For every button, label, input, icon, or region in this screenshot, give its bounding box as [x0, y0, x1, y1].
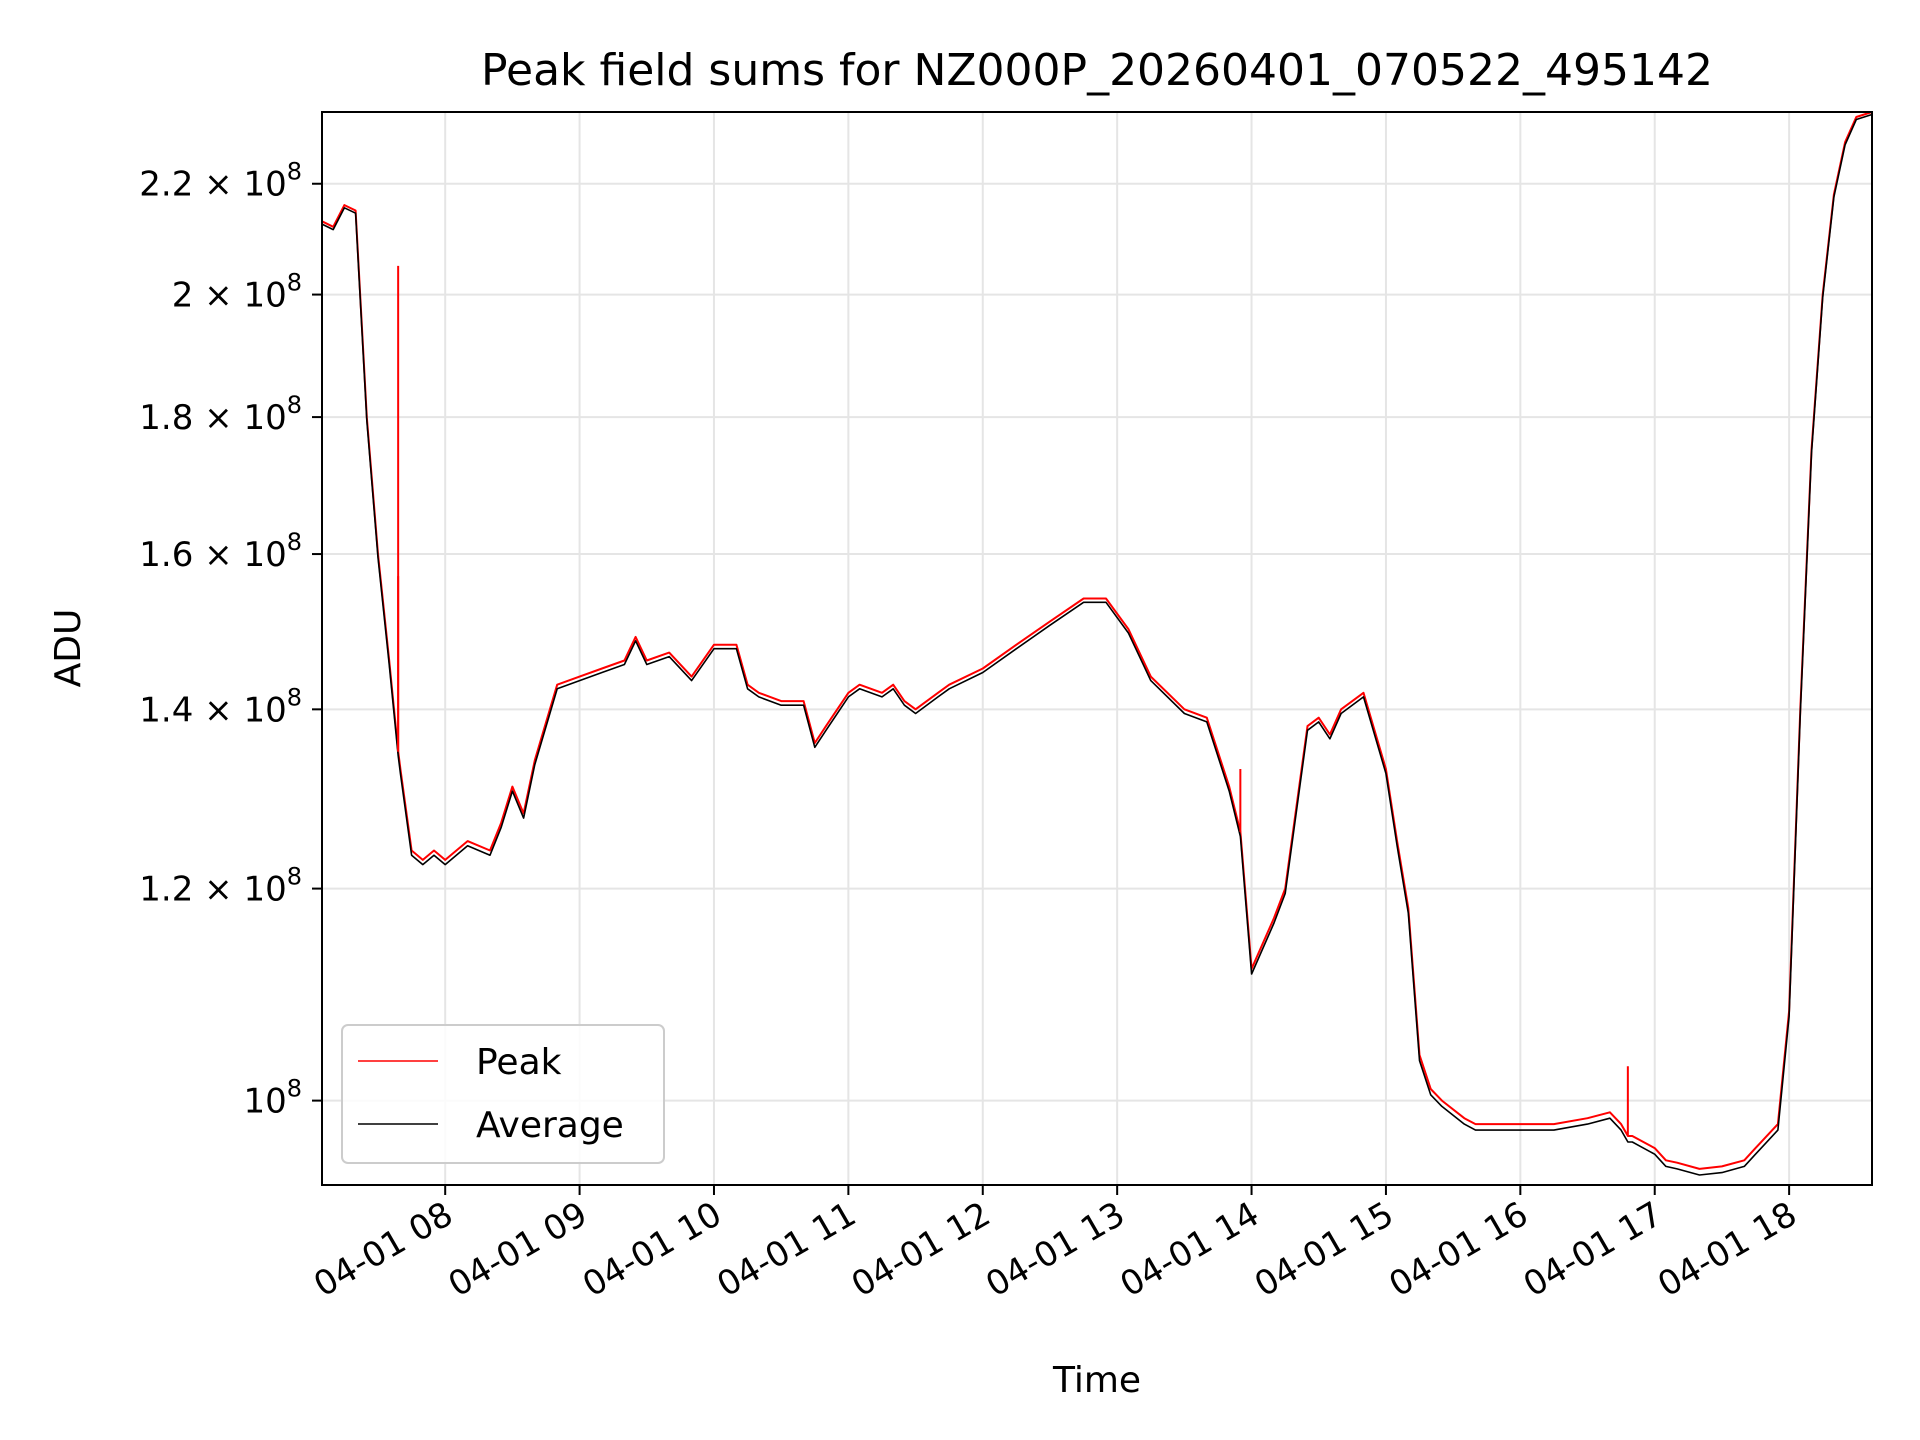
legend-label-peak: Peak [476, 1042, 562, 1083]
x-tick-label: 04-01 14 [1114, 1194, 1266, 1305]
series-line-peak [321, 111, 1873, 1170]
y-tick-label: 2.2 × 108 [139, 158, 302, 205]
y-axis-label: ADU [48, 609, 89, 688]
y-tick-label: 2 × 108 [172, 269, 302, 316]
series-layer [321, 111, 1873, 1176]
x-tick-label: 04-01 17 [1517, 1194, 1669, 1305]
x-tick-label: 04-01 09 [442, 1194, 594, 1305]
x-tick-label: 04-01 18 [1651, 1194, 1803, 1305]
x-tick-label: 04-01 12 [845, 1194, 997, 1305]
x-tick-label: 04-01 10 [576, 1194, 728, 1305]
y-tick-label: 1.2 × 108 [139, 863, 302, 910]
y-tick-label: 1.4 × 108 [139, 683, 302, 730]
plot-frame [321, 111, 1873, 1186]
x-tick-label: 04-01 11 [710, 1194, 862, 1305]
x-axis-label: Time [1052, 1360, 1141, 1401]
chart-title: Peak field sums for NZ000P_20260401_0705… [481, 45, 1713, 96]
y-tick-label: 1.6 × 108 [139, 528, 302, 575]
legend-box [341, 1024, 665, 1164]
y-axis: 108 1.2 × 108 1.4 × 108 1.6 × 108 1.8 × 108 2… [139, 158, 322, 1122]
y-tick-label: 1.8 × 108 [139, 391, 302, 438]
x-tick-label: 04-01 16 [1382, 1194, 1534, 1305]
x-tick-label: 04-01 13 [979, 1194, 1131, 1305]
legend-label-average: Average [476, 1105, 624, 1146]
x-tick-label: 04-01 08 [307, 1194, 459, 1305]
series-line-average [321, 113, 1873, 1176]
legend: Peak Average [341, 1024, 665, 1164]
x-tick-label: 04-01 15 [1248, 1194, 1400, 1305]
y-tick-label: 108 [243, 1075, 302, 1122]
